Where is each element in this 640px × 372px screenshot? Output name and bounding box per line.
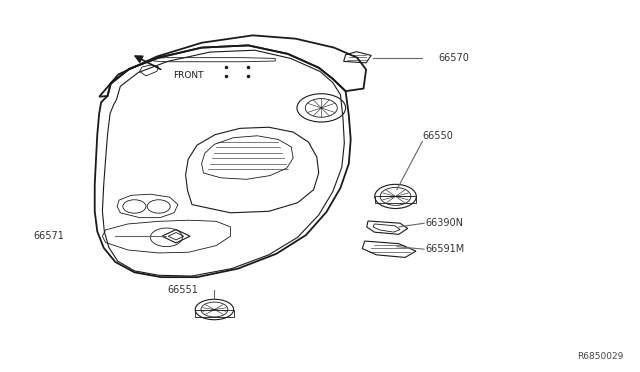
Text: 66550: 66550 <box>422 131 453 141</box>
Text: 66390N: 66390N <box>426 218 463 228</box>
Text: 66551: 66551 <box>168 285 198 295</box>
Text: 66571: 66571 <box>33 231 64 241</box>
Text: 66591M: 66591M <box>426 244 465 254</box>
Text: R6850029: R6850029 <box>578 352 624 361</box>
Text: 66570: 66570 <box>438 53 469 62</box>
Text: FRONT: FRONT <box>173 71 204 80</box>
